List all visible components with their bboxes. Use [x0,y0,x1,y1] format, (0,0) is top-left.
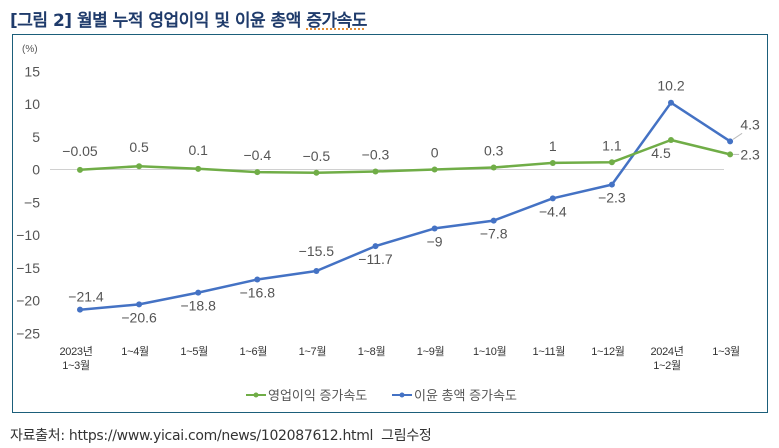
data-label: 10.2 [657,78,684,94]
data-label: 0.3 [484,143,504,159]
data-point [372,243,379,250]
data-label: −2.3 [598,190,626,206]
legend-marker-icon [253,392,259,398]
y-axis-unit-label: (%) [22,44,38,55]
y-tick-label: −5 [24,194,40,210]
data-point [77,166,83,173]
y-tick-label: 0 [32,162,40,178]
y-tick-label: 10 [24,96,40,112]
data-point [372,168,379,175]
x-tick-label: 1~5월 [180,345,208,358]
data-label: −16.8 [240,285,276,301]
data-point [549,195,556,202]
x-tick-label: 1~3월 [712,345,740,358]
data-point [313,268,320,275]
x-tick-label: 1~10월 [473,345,507,358]
y-axis-ticks: 15 10 5 0 −5 −10 −15 −20 −25 [16,63,40,341]
x-tick-label: 1~12월 [591,345,625,358]
data-point [195,289,202,296]
data-point [136,301,143,308]
x-tick-label: 1~7월 [299,345,327,358]
series-lines [79,101,731,311]
y-tick-label: −15 [16,260,40,276]
legend-label: 이윤 총액 증가속도 [414,388,517,403]
data-label: −0.4 [243,147,271,163]
x-tick-label: 1~9월 [417,345,445,358]
data-point [490,164,497,171]
y-tick-label: 15 [24,63,40,79]
x-tick-label: 1~4월 [121,345,149,358]
data-point [608,181,615,188]
legend: 영업이익 증가속도 이윤 총액 증가속도 [246,388,517,403]
legend-marker-icon [399,392,405,398]
data-labels: −0.05 0.5 0.1 −0.4 −0.5 −0.3 0 0.3 1 1.1 4.5 2.3 −21… [62,78,760,326]
data-point [549,159,556,166]
data-point [727,138,734,145]
x-tick-label: 1~6월 [240,345,268,358]
figure-title-spellcheck-word: 증가속도 [306,11,367,31]
legend-label: 영업이익 증가속도 [268,388,367,403]
x-tick-label: 2024년 [650,345,683,358]
data-label: 0.5 [129,139,149,155]
x-tick-label: 1~2월 [653,359,681,372]
data-label: −0.05 [62,143,98,159]
data-label: −9 [427,233,443,249]
leader-line [732,132,743,140]
data-label: 2.3 [740,146,760,162]
data-point [668,137,674,144]
x-tick-label: 2023년 [59,345,92,358]
source-caption: 자료출처: https://www.yicai.com/news/1020876… [10,425,432,445]
series-line-0 [79,138,731,175]
series-line-1 [79,101,731,311]
figure-title-text: [그림 2] 월별 누적 영업이익 및 이윤 총액 [10,11,307,31]
data-label: 4.3 [740,116,760,132]
x-tick-label: 1~11월 [533,345,566,358]
data-label: −4.4 [539,203,567,219]
data-label: 1 [549,138,557,154]
data-label: −18.8 [180,298,216,314]
data-label: −15.5 [299,243,335,259]
y-tick-label: −20 [16,293,40,309]
data-label: −21.4 [68,289,104,305]
data-label: −11.7 [358,251,393,267]
x-tick-label: 1~8월 [358,345,386,358]
data-label: −0.3 [362,146,390,162]
data-point [254,276,261,283]
source-note: 그림수정 [381,428,432,444]
data-point [608,159,615,166]
data-label: 1.1 [602,137,622,153]
data-point [490,217,497,224]
data-label: −20.6 [121,309,157,325]
data-point [313,169,320,176]
x-tick-label: 1~3월 [62,359,90,372]
data-point [727,151,734,158]
data-point [136,163,143,170]
y-tick-label: −25 [16,325,40,341]
data-point [431,166,438,173]
data-point [195,165,202,172]
chart-frame [12,34,768,413]
data-label: −7.8 [480,226,508,242]
data-point [77,306,83,313]
y-tick-label: 5 [32,129,40,145]
data-label: 4.5 [651,145,671,161]
data-label: −0.5 [303,148,331,164]
data-point [254,169,261,176]
y-tick-label: −10 [16,227,40,243]
data-label: 0 [431,145,439,161]
data-point [668,99,674,106]
source-text: 자료출처: https://www.yicai.com/news/1020876… [10,428,374,444]
figure-title: [그림 2] 월별 누적 영업이익 및 이윤 총액 증가속도 [10,6,367,31]
data-point [431,225,438,232]
series-points [77,99,734,313]
data-label: 0.1 [188,142,208,158]
